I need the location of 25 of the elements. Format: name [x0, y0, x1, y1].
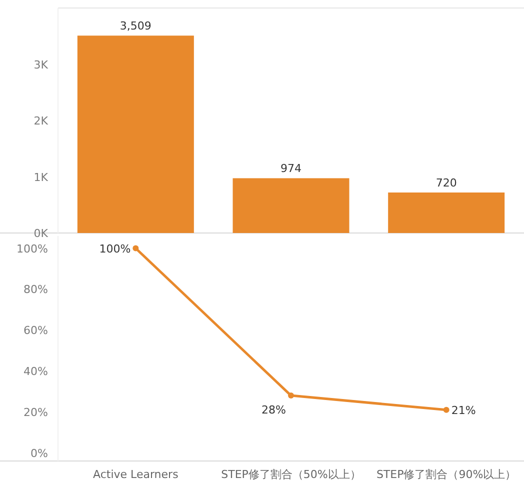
- point: [288, 392, 294, 399]
- x-tick-label: STEP修了割合（50%以上）: [221, 468, 361, 481]
- y-tick-label: 0K: [34, 227, 49, 240]
- y-tick-label: 0%: [30, 446, 48, 460]
- point: [132, 245, 139, 252]
- data-label: 974: [280, 162, 302, 176]
- bar: [388, 192, 505, 233]
- bar: [232, 178, 350, 233]
- data-label: 28%: [262, 404, 286, 417]
- y-tick-label: 100%: [16, 242, 48, 256]
- point: [443, 406, 450, 413]
- y-tick-label: 60%: [24, 324, 48, 338]
- data-label: 720: [436, 176, 457, 190]
- y-tick-label: 20%: [24, 406, 48, 419]
- x-tick-label: Active Learners: [93, 468, 179, 481]
- x-tick-label: STEP修了割合（90%以上）: [376, 468, 516, 481]
- data-label: 3,509: [120, 20, 152, 33]
- data-label: 100%: [99, 242, 131, 256]
- bar: [77, 36, 194, 233]
- y-tick-label: 80%: [24, 283, 48, 296]
- y-tick-label: 3K: [34, 58, 49, 72]
- y-tick-label: 2K: [34, 114, 49, 128]
- data-label: 21%: [451, 404, 476, 417]
- y-tick-label: 40%: [24, 365, 48, 378]
- y-tick-label: 1K: [34, 170, 49, 184]
